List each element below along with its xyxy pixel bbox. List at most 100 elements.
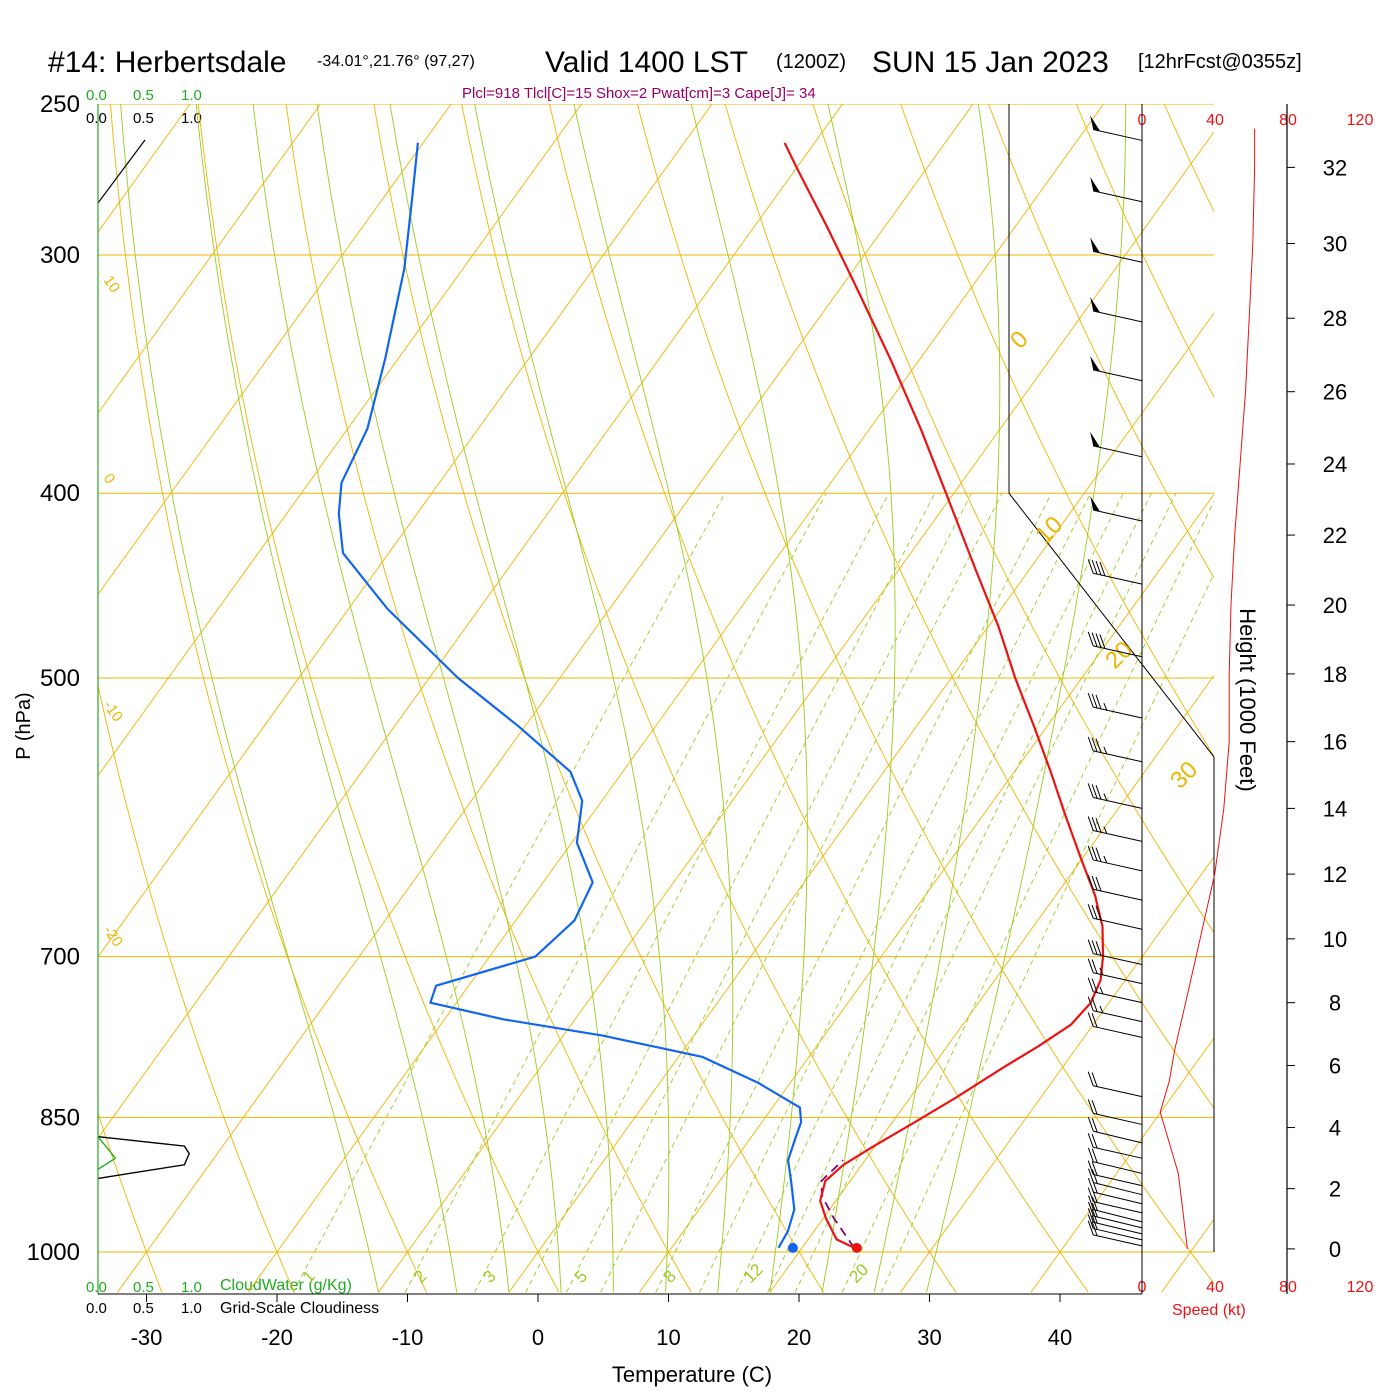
pressure-tick-label: 250	[40, 91, 80, 118]
moist-adiabat-line	[821, 104, 896, 1293]
isotherm-line	[639, 493, 1214, 1293]
mixing-ratio-line	[841, 500, 1214, 1293]
station-title: #14: Herbertsdale	[48, 46, 286, 79]
wind-barb-full	[1087, 1099, 1094, 1114]
moist-adiabat-line	[316, 104, 562, 1293]
speed-tick-label: 40	[1206, 112, 1224, 129]
wind-barb-full	[1091, 737, 1098, 752]
background-lines	[98, 104, 1214, 1293]
zulu-time: (1200Z)	[776, 51, 846, 73]
wind-barb-full	[1095, 818, 1102, 833]
wind-barb-staff	[1093, 859, 1143, 872]
height-tick-label: 30	[1323, 231, 1347, 256]
wind-barb-staff	[1093, 972, 1143, 985]
wind-barb-staff	[1093, 1174, 1143, 1187]
cloud-scale-bottom-tick: 0.0	[86, 1300, 107, 1317]
wind-barb-staff	[1093, 1146, 1143, 1159]
wind-barb	[1088, 1168, 1143, 1196]
wind-barb-full	[1091, 784, 1098, 799]
wind-barb-full	[1087, 1214, 1094, 1229]
isotherm-line	[98, 104, 844, 1139]
cloud-scale-top-tick: 0.0	[86, 87, 107, 104]
temperature-trace	[783, 142, 1105, 1249]
wind-barb-staff	[1093, 917, 1143, 930]
mixing-ratio-label: 3	[480, 1267, 500, 1287]
surface-temperature-dot	[851, 1242, 862, 1253]
wind-barb-full	[1091, 1133, 1098, 1149]
wind-barb	[1090, 355, 1143, 382]
wind-barb-full	[1087, 1147, 1094, 1162]
mixing-ratio-label: 5	[571, 1267, 591, 1287]
wind-barb	[1087, 1147, 1143, 1174]
station-coords: -34.01°,21.76° (97,27)	[317, 53, 475, 70]
wind-barb-flag	[1090, 176, 1101, 193]
wind-barb-full	[1087, 939, 1094, 954]
wind-barb-full	[1088, 1168, 1094, 1183]
x-tick-label: 0	[532, 1325, 544, 1350]
wind-barb-full	[1087, 783, 1094, 798]
x-tick-label: -30	[131, 1325, 163, 1350]
wind-barb-full	[1091, 940, 1098, 955]
mixing-ratio-line	[880, 572, 1214, 1293]
sounding-profiles	[98, 139, 1105, 1253]
wind-barb-flag	[1090, 115, 1101, 132]
cloud-scale-bottom-tick: 0.5	[133, 1279, 154, 1296]
wind-barb-staff	[1093, 829, 1143, 842]
moist-adiabat-line	[690, 104, 808, 1293]
wind-barb	[1087, 692, 1143, 719]
height-tick-label: 0	[1329, 1237, 1341, 1262]
wind-barb-full	[1087, 996, 1094, 1011]
wind-barb-full	[1087, 1117, 1094, 1132]
wind-barb	[1090, 176, 1143, 203]
wind-barb-half	[1103, 793, 1108, 801]
isotherm-line	[1161, 1218, 1214, 1293]
cloud-scale-top-tick: 0.5	[133, 87, 154, 104]
moist-adiabat-line	[573, 104, 734, 1293]
wind-barb-staff	[1093, 509, 1143, 522]
wind-barb-full	[1095, 633, 1102, 648]
wind-barb	[1087, 783, 1143, 809]
height-tick-label: 6	[1329, 1054, 1341, 1079]
cloudiness-label: Grid-Scale Cloudiness	[220, 1300, 379, 1317]
height-tick-label: 8	[1329, 991, 1341, 1016]
dry-adiabat-label: 10	[100, 273, 123, 296]
speed-ticks-bottom: 0 40 80 120	[1138, 1279, 1374, 1296]
wind-barb-half	[1103, 702, 1108, 711]
mixing-ratio-line	[600, 492, 1003, 1293]
mixing-ratio-line	[474, 492, 890, 1293]
dry-adiabat-line	[988, 104, 1214, 579]
cloud-scale-top-tick: 1.0	[181, 110, 202, 127]
cloudwater-label: CloudWater (g/Kg)	[220, 1277, 352, 1294]
wind-barb	[1087, 631, 1143, 658]
height-tick-label: 26	[1323, 380, 1347, 405]
wind-barb-full	[1091, 1148, 1098, 1163]
x-tick-label: 30	[917, 1325, 941, 1350]
wind-barb-full	[1091, 978, 1098, 993]
pressure-tick-label: 300	[40, 242, 80, 269]
wind-barb	[1090, 496, 1143, 522]
wind-barb-staff	[1093, 1182, 1143, 1196]
dry-adiabat-line	[549, 104, 1089, 1293]
y-axis-title: P (hPa)	[13, 692, 35, 759]
dry-adiabat-line	[1075, 104, 1214, 398]
wind-barb-full	[1095, 560, 1102, 576]
wind-barb	[1087, 845, 1143, 872]
isotherm-line	[1030, 1037, 1214, 1293]
moist-adiabat-line	[926, 104, 1127, 1293]
wind-barb-staff	[1093, 1209, 1143, 1223]
mixing-ratio-line	[566, 492, 972, 1293]
wind-barb-full	[1091, 1072, 1098, 1087]
dry-adiabat-label: -10	[100, 698, 126, 726]
wind-barb-full	[1091, 632, 1098, 647]
valid-date: SUN 15 Jan 2023	[872, 46, 1109, 79]
wind-barb-full	[1087, 559, 1094, 574]
moist-adiabat-line	[389, 104, 614, 1293]
speed-tick-label: 120	[1347, 112, 1374, 129]
wind-barb	[1087, 1071, 1143, 1098]
wind-barb	[1090, 237, 1143, 263]
wind-barb	[1087, 816, 1143, 842]
wind-barb-staff	[1093, 1201, 1143, 1214]
isotherm-line	[247, 104, 1105, 1293]
cloud-scale-bottom-tick: 0.5	[133, 1300, 154, 1317]
wind-barb-full	[1087, 1201, 1094, 1217]
